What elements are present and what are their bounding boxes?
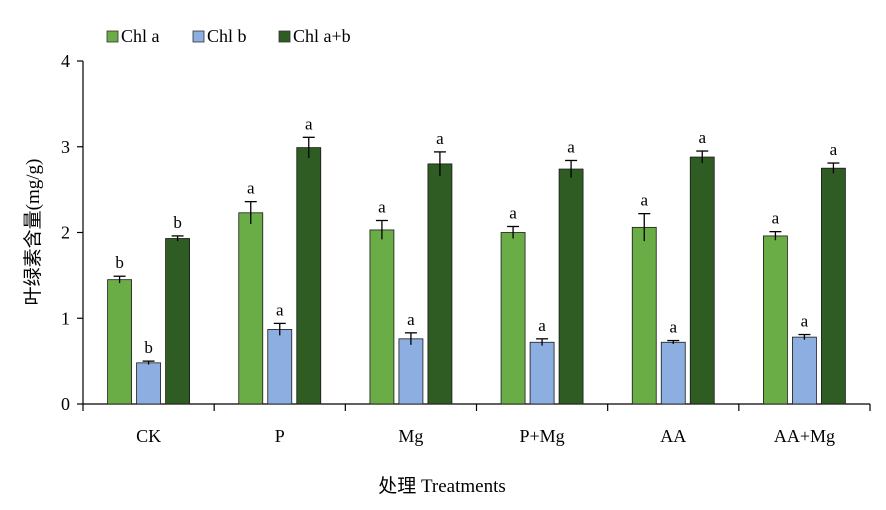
bar [238,212,264,405]
y-axis-title: 叶绿素含量(mg/g) [22,159,44,306]
significance-label: a [407,310,415,329]
legend-swatch-chl-b [192,30,205,43]
significance-label: a [305,114,313,133]
bar [558,168,584,405]
bar [369,229,395,405]
significance-label: a [509,203,517,222]
x-axis-title: 处理 Treatments [378,475,506,497]
legend-swatch-chl-a [106,30,119,43]
significance-label: a [436,129,444,148]
bar [631,226,657,405]
x-category-label: CK [136,426,161,446]
bars: b b b a a a a a a a a a a a a a a a [107,114,846,405]
x-category-label: Mg [398,426,423,446]
y-tick-label: 1 [61,308,70,328]
legend-swatch-chl-ab [278,30,291,43]
bar [267,328,293,405]
significance-label: a [567,137,575,156]
significance-label: a [247,179,255,198]
significance-label: a [801,312,809,331]
bar [763,235,788,405]
legend-label-chl-a: Chl a [121,26,160,46]
bar [398,338,424,405]
significance-label: a [276,300,284,319]
y-tick-label: 0 [61,394,70,414]
legend-label-chl-ab: Chl a+b [293,26,351,46]
significance-label: b [173,213,182,232]
bar [296,147,322,405]
significance-label: b [144,338,153,357]
bar [792,336,817,405]
bar [165,238,190,405]
bar [500,232,526,405]
bar [529,341,555,405]
bar [427,163,453,405]
significance-label: a [378,197,386,216]
bar [107,279,132,405]
significance-label: a [640,191,648,210]
bar [136,362,161,405]
y-tick-label: 2 [61,223,70,243]
significance-label: a [538,316,546,335]
legend: Chl a Chl b Chl a+b [106,26,351,46]
bar [821,167,846,405]
x-category-label: AA [660,426,686,446]
x-category-label: P [275,426,285,446]
bar [660,341,686,405]
axes: 0 1 2 3 4 CK P Mg P+Mg AA AA+Mg [61,51,871,446]
x-category-label: P+Mg [519,426,564,446]
significance-label: a [669,318,677,337]
y-tick-label: 4 [61,51,70,71]
y-tick-label: 3 [61,137,70,157]
legend-label-chl-b: Chl b [207,26,247,46]
significance-label: a [830,140,838,159]
x-category-label: AA+Mg [774,426,835,446]
bar [689,156,715,405]
significance-label: a [772,209,780,228]
significance-label: a [698,128,706,147]
significance-label: b [115,253,124,272]
